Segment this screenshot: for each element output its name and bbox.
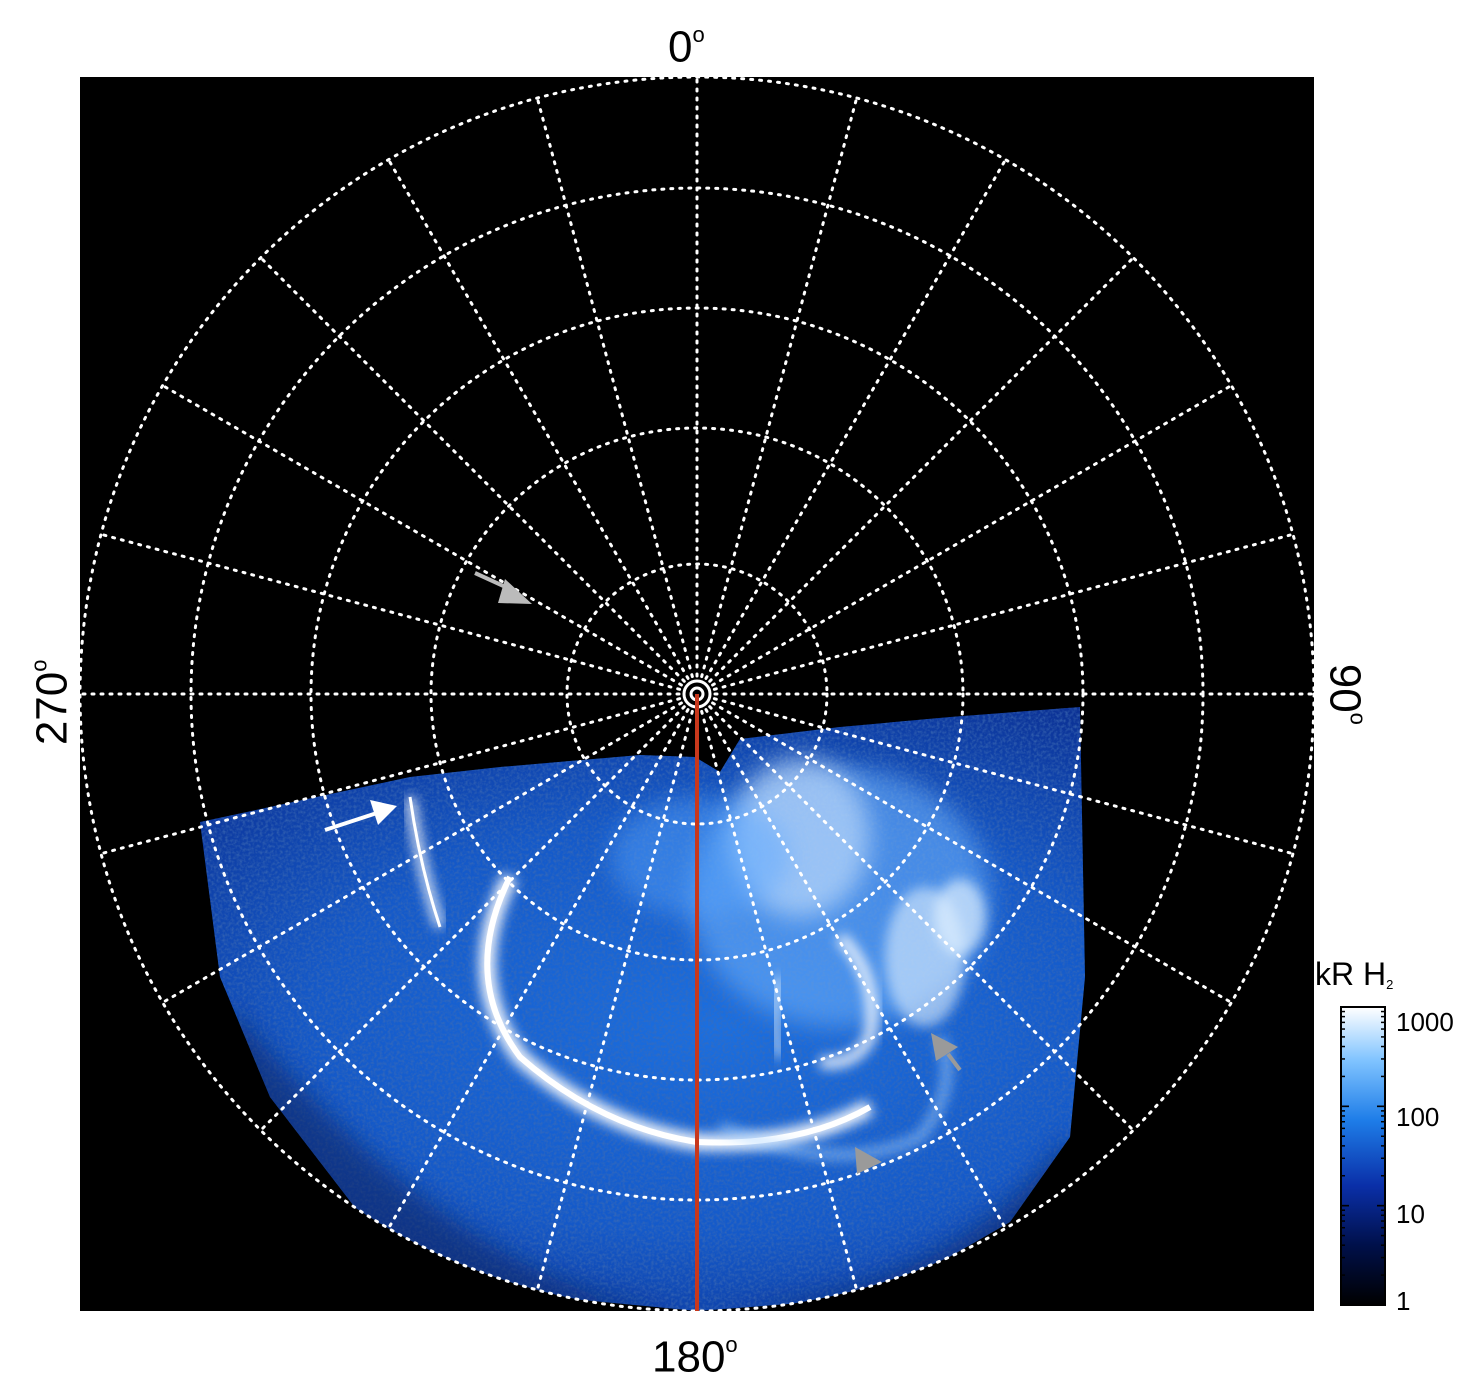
grid-meridian-195: [535, 709, 694, 1292]
grid-meridian-120: [711, 701, 1233, 1004]
arrowhead-gray-bottom: [855, 1147, 882, 1174]
grid-meridian-165: [700, 709, 859, 1292]
grid-meridian-105: [712, 697, 1295, 856]
grid-meridian-240: [161, 701, 683, 1004]
grid-meridians: [80, 77, 1314, 1311]
grid-meridian-15: [700, 96, 859, 679]
grid-meridian-75: [712, 532, 1295, 691]
grid-meridian-330: [387, 158, 690, 680]
grid-meridian-315: [259, 256, 686, 683]
colorbar-unit-label: kR H2: [1315, 956, 1394, 992]
grid-meridian-150: [704, 708, 1007, 1230]
grid-meridian-135: [708, 705, 1135, 1132]
polar-aurora-image: [80, 77, 1314, 1311]
colorbar-gradient: [1340, 1006, 1386, 1306]
grid-meridian-60: [711, 384, 1233, 687]
label-90-degrees: 90o: [1320, 663, 1371, 725]
grid-meridian-45: [708, 256, 1135, 683]
colorbar-tick-label-10: 10: [1396, 1199, 1425, 1229]
colorbar-ticks: [1341, 1006, 1385, 1306]
grid-meridian-285: [99, 532, 682, 691]
arrow-gray-right: [931, 1033, 962, 1072]
grid-meridian-255: [99, 697, 682, 856]
polar-grid: [80, 77, 1314, 1311]
arrow-gray-upper: [474, 571, 532, 604]
colorbar-tick-label-100: 100: [1396, 1102, 1440, 1132]
grid-circle-1: [565, 562, 829, 826]
grid-meridian-30: [704, 158, 1007, 680]
grid-circle-2: [429, 426, 965, 962]
colorbar-tick-label-1: 1: [1396, 1286, 1411, 1316]
label-0-degrees: 0o: [668, 22, 705, 72]
label-180-degrees: 180o: [652, 1332, 738, 1382]
arrow-white-left: [324, 800, 397, 832]
label-270-degrees: 270o: [26, 659, 77, 746]
grid-meridian-345: [535, 96, 694, 679]
colorbar-tick-label-1000: 1000: [1396, 1007, 1454, 1037]
grid-meridian-225: [259, 705, 686, 1132]
grid-meridian-210: [387, 708, 690, 1230]
grid-meridian-300: [161, 384, 683, 687]
colorbar: [1340, 1006, 1386, 1306]
